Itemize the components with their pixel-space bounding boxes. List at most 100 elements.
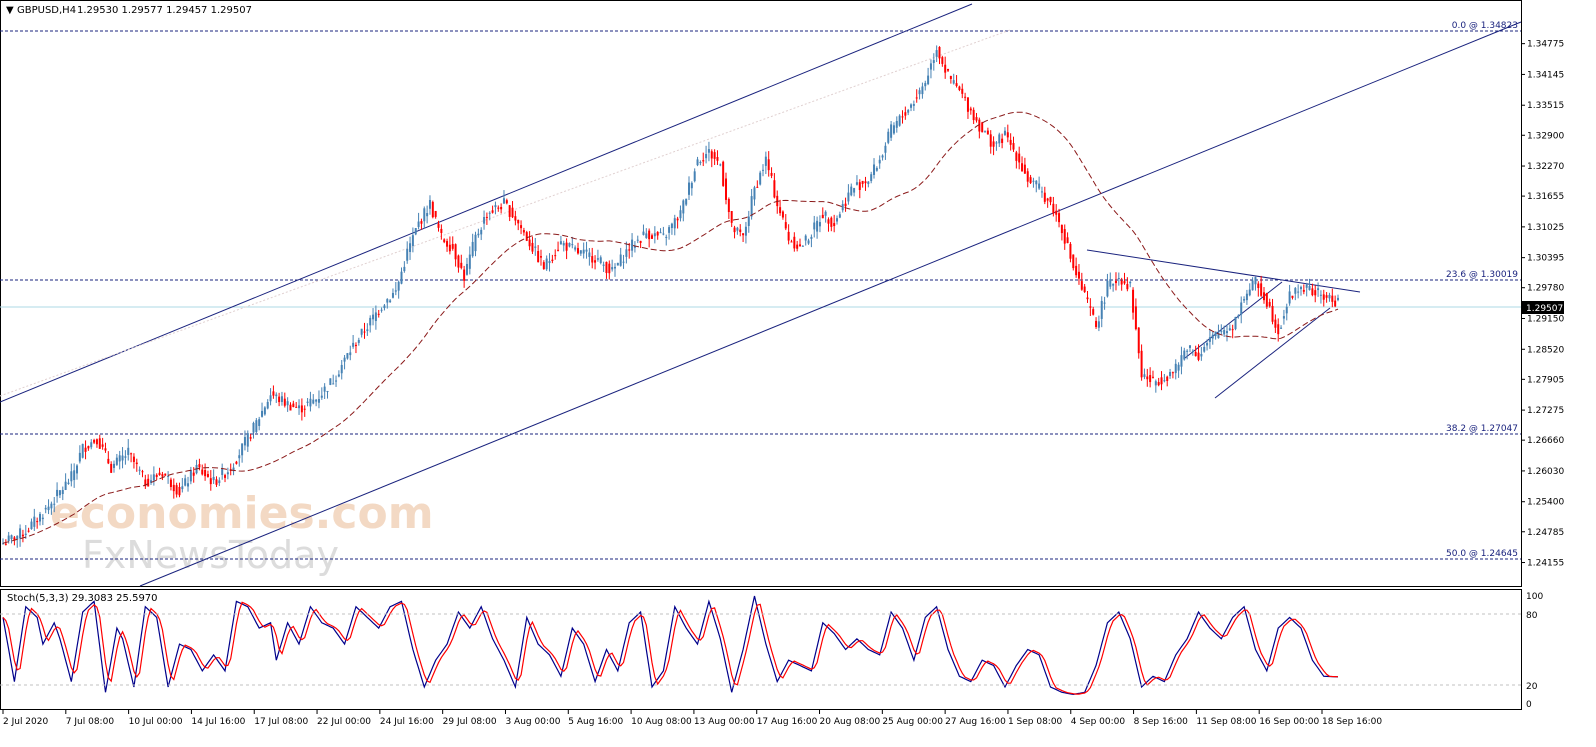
- rising-channel-upper[interactable]: [1184, 281, 1283, 359]
- candle-body: [1106, 280, 1109, 297]
- x-tick-label: 24 Jul 16:00: [380, 717, 434, 727]
- channel-upper-line[interactable]: [0, 3, 973, 403]
- candle-body: [508, 205, 511, 217]
- candle-body: [975, 117, 978, 121]
- candle-body: [1134, 306, 1137, 330]
- candle-body: [816, 220, 819, 232]
- candle-body: [209, 478, 212, 485]
- candle-body: [1012, 143, 1015, 150]
- candle-body: [463, 269, 466, 281]
- candle-body: [33, 516, 36, 527]
- candle-body: [787, 231, 790, 241]
- candle-body: [1188, 345, 1191, 348]
- candle-body: [53, 503, 56, 505]
- rising-channel-lower[interactable]: [1214, 307, 1331, 399]
- candle-body: [764, 156, 767, 166]
- candle-body: [742, 233, 745, 236]
- chart-menu-icon[interactable]: ▼: [6, 5, 14, 16]
- candle-body: [628, 249, 631, 251]
- stoch-d-line: [2, 601, 1339, 695]
- candle-body: [454, 244, 457, 260]
- x-tick-label: 17 Aug 16:00: [757, 717, 818, 727]
- candle-body: [483, 216, 486, 224]
- candle-body: [730, 211, 733, 223]
- candle-body: [235, 461, 238, 464]
- candle-body: [781, 211, 784, 218]
- candle-body: [1328, 294, 1331, 299]
- candle-body: [44, 507, 47, 510]
- candle-body: [292, 403, 295, 408]
- candle-body: [989, 134, 992, 147]
- fib-trend-line: [0, 29, 1011, 397]
- candle-body: [406, 249, 409, 261]
- candle-body: [16, 535, 19, 540]
- current-price-badge: [1522, 301, 1564, 314]
- moving-average-line: [2, 111, 1339, 544]
- candle-body: [1228, 328, 1231, 331]
- candle-body: [1143, 374, 1146, 377]
- candle-body: [725, 178, 728, 200]
- candle-body: [349, 352, 352, 356]
- candle-body: [104, 448, 107, 451]
- candle-body: [309, 398, 312, 407]
- candle-body: [306, 401, 309, 403]
- x-tick-label: 5 Aug 16:00: [568, 717, 623, 727]
- stoch-label: Stoch(5,3,3) 29.3083 25.5970: [7, 593, 158, 604]
- candle-body: [605, 261, 608, 274]
- candle-body: [1040, 191, 1043, 193]
- x-tick-label: 2 Jul 2020: [3, 717, 48, 727]
- candle-body: [110, 463, 113, 473]
- candle-body: [1151, 376, 1154, 378]
- candle-body: [107, 458, 110, 464]
- candle-body: [1325, 295, 1328, 298]
- candle-body: [1157, 382, 1160, 386]
- candle-body: [895, 120, 898, 128]
- candle-body: [574, 247, 577, 250]
- resistance-line[interactable]: [1086, 249, 1361, 293]
- candle-body: [941, 57, 944, 64]
- candle-body: [497, 207, 500, 209]
- candle-body: [36, 521, 39, 523]
- candle-body: [1032, 180, 1035, 182]
- candle-body: [1245, 293, 1248, 301]
- candle-body: [1314, 290, 1317, 296]
- candle-body: [559, 241, 562, 245]
- candle-body: [576, 248, 579, 254]
- y-tick-label: 1.30395: [1527, 254, 1564, 264]
- candle-body: [958, 86, 961, 90]
- candle-body: [215, 479, 218, 485]
- candle-body: [360, 328, 363, 335]
- candle-body: [115, 457, 118, 465]
- candle-body: [670, 223, 673, 229]
- candle-body: [1285, 306, 1288, 314]
- candle-body: [457, 255, 460, 268]
- candle-body: [1038, 183, 1041, 189]
- candle-body: [608, 263, 611, 274]
- candle-body: [1006, 132, 1009, 138]
- candle-body: [955, 83, 958, 87]
- candle-body: [890, 124, 893, 138]
- candle-body: [1080, 281, 1083, 290]
- candle-body: [192, 472, 195, 476]
- candle-body: [779, 207, 782, 214]
- candle-body: [1072, 254, 1075, 269]
- candle-body: [13, 537, 16, 541]
- candle-body: [272, 391, 275, 396]
- candle-body: [312, 399, 315, 404]
- candle-body: [50, 503, 53, 509]
- y-tick-label: 1.34145: [1527, 70, 1564, 80]
- candle-body: [1140, 350, 1143, 378]
- candle-body: [813, 222, 816, 230]
- stoch-k-line: [2, 595, 1339, 696]
- candle-body: [423, 208, 426, 222]
- candle-body: [41, 517, 44, 520]
- y-tick-label: 1.29780: [1527, 284, 1564, 294]
- candle-body: [221, 469, 224, 475]
- candle-body: [1029, 177, 1032, 183]
- candle-body: [127, 447, 130, 455]
- candle-body: [537, 250, 540, 263]
- candle-body: [460, 262, 463, 268]
- channel-lower-line[interactable]: [139, 21, 1522, 587]
